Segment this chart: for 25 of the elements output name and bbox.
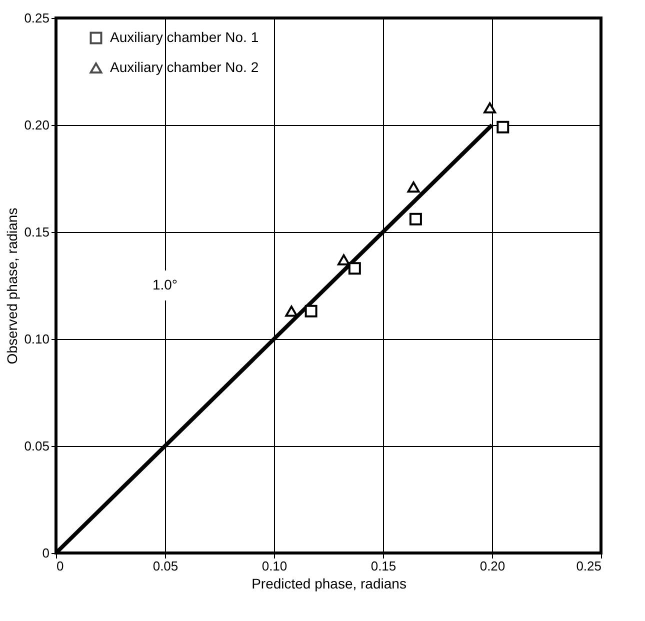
x-tick-label: 0.25	[576, 558, 602, 574]
annotation: 1.0°	[152, 276, 178, 292]
x-tick-label: 0	[56, 558, 64, 574]
point	[409, 212, 422, 226]
y-tick-label: 0.05	[24, 438, 50, 454]
x-tick-label: 0.15	[370, 558, 396, 574]
point	[304, 304, 318, 318]
y-tick-label: 0.15	[24, 224, 50, 240]
point	[496, 120, 510, 134]
point	[348, 262, 361, 275]
y-tick-label: 0.20	[24, 118, 50, 132]
y-tick-label: 0.10	[24, 332, 50, 346]
legend-label: Auxiliary chamber No. 1	[110, 29, 259, 45]
legend-label: Auxiliary chamber No. 2	[110, 59, 259, 75]
point	[338, 254, 350, 266]
point	[285, 306, 298, 317]
x-axis-title: Predicted phase, radians	[252, 576, 406, 592]
x-tick-label: 0.20	[480, 558, 506, 574]
x-tick-label: 0.05	[152, 558, 178, 574]
point	[484, 102, 496, 114]
y-axis-title: Observed phase, radians	[4, 208, 20, 364]
point	[407, 182, 420, 193]
y-tick-label: 0.25	[24, 10, 50, 26]
x-tick-label: 0.10	[262, 558, 288, 574]
y-tick-label: 0	[42, 546, 50, 560]
